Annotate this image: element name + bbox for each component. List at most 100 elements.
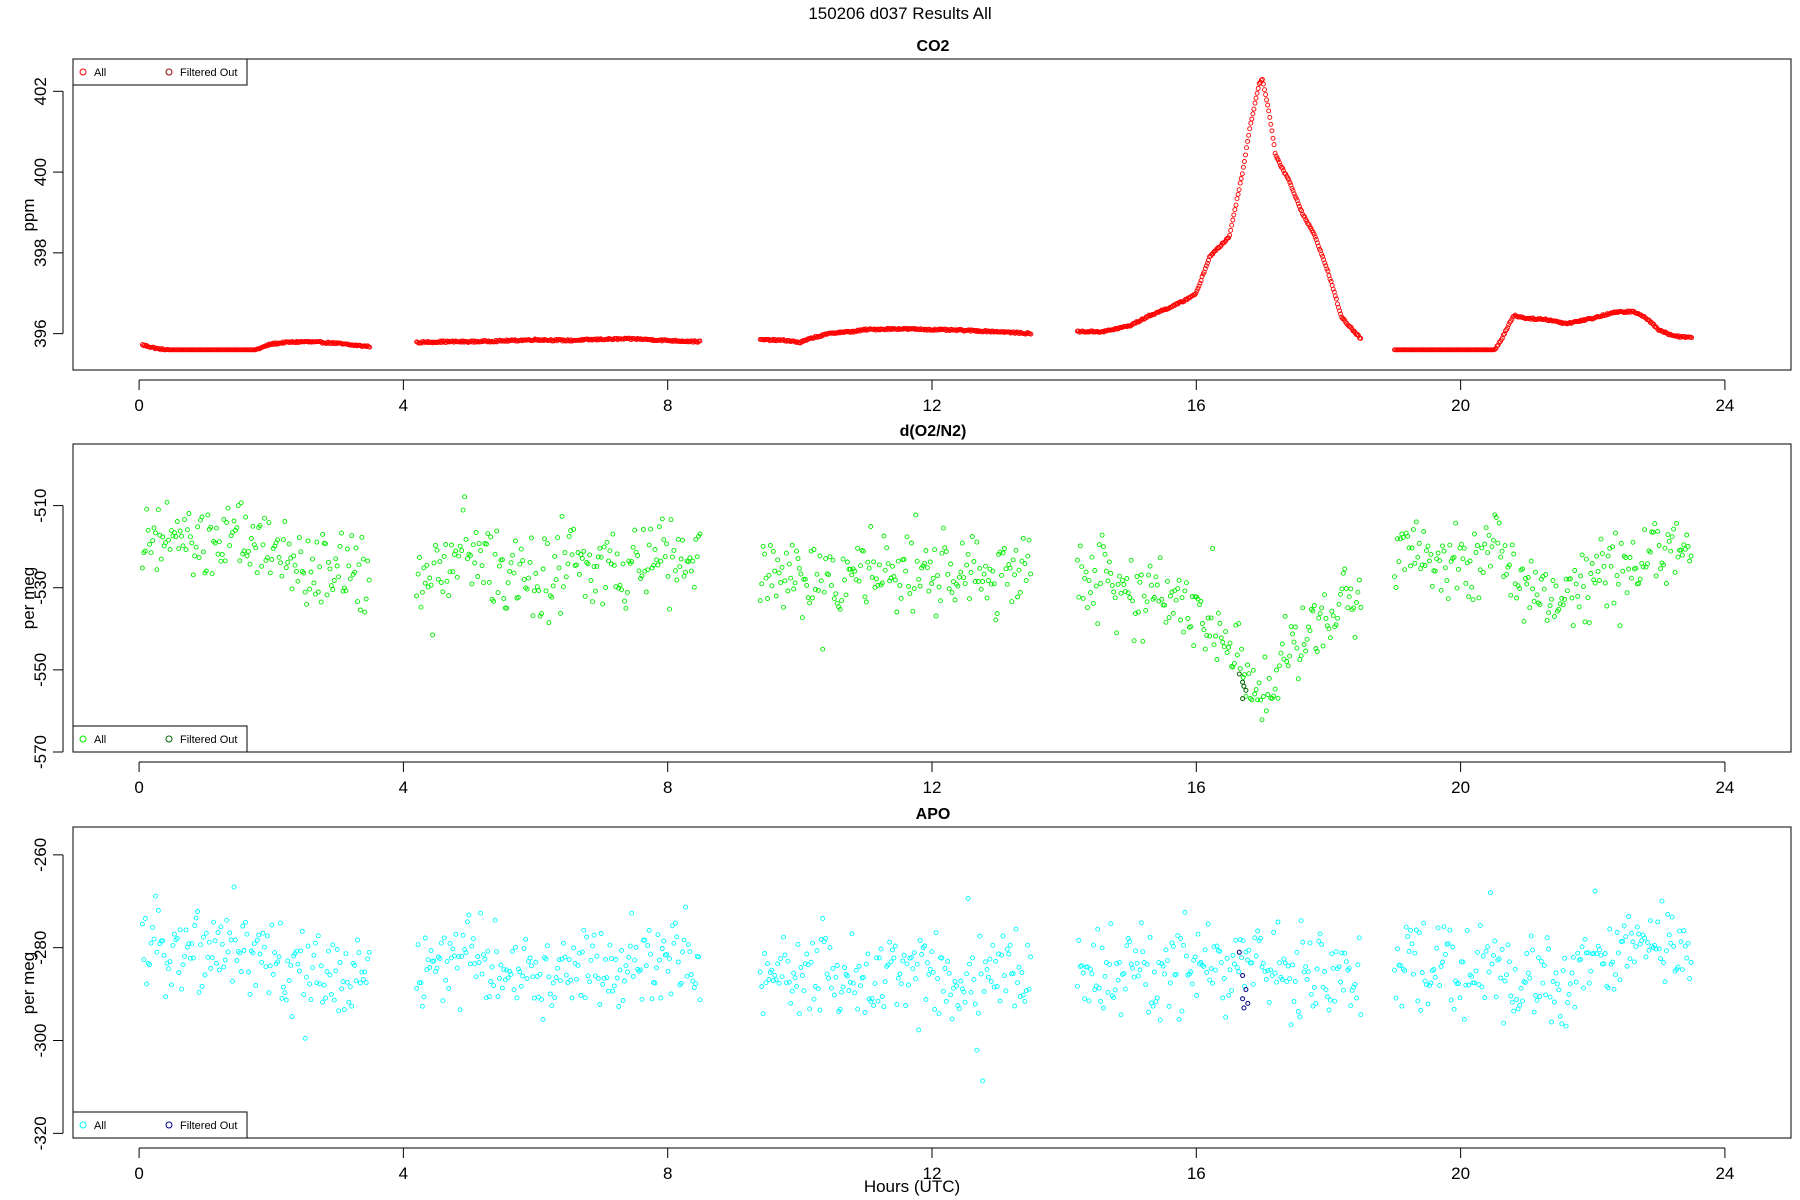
apo-y-tick-label: -280: [31, 931, 50, 965]
apo-all-point: [1307, 940, 1313, 946]
apo-all-point: [1620, 938, 1626, 944]
o2n2-all-point: [1185, 616, 1191, 621]
apo-all-point: [427, 965, 433, 970]
apo-all-point: [926, 971, 932, 977]
o2n2-all-point: [933, 613, 939, 619]
o2n2-all-point: [1679, 552, 1685, 558]
o2n2-all-point: [965, 551, 971, 557]
o2n2-all-point: [597, 545, 603, 551]
apo-all-point: [975, 1010, 981, 1016]
o2n2-all-point: [1394, 536, 1400, 542]
apo-all-point: [1453, 978, 1459, 984]
o2n2-all-point: [914, 558, 920, 564]
apo-all-point: [895, 975, 901, 981]
co2-all-point: [492, 339, 498, 345]
apo-all-point: [1485, 944, 1491, 950]
o2n2-all-point: [1319, 605, 1325, 611]
o2n2-all-point: [903, 568, 909, 574]
o2n2-all-point: [1211, 642, 1217, 648]
o2n2-all-point: [1409, 545, 1415, 551]
o2n2-all-point: [1003, 566, 1009, 572]
o2n2-all-point: [1195, 596, 1201, 602]
co2-all-point: [1245, 138, 1251, 144]
o2n2-all-point: [1504, 571, 1509, 577]
apo-all-point: [1614, 929, 1620, 935]
co2-all-point: [1287, 180, 1293, 186]
o2n2-all-point: [924, 565, 930, 571]
apo-all-point: [1457, 995, 1463, 1001]
apo-all-point: [1074, 983, 1080, 989]
o2n2-all-point: [563, 574, 569, 580]
co2-all-point: [1243, 152, 1248, 158]
o2n2-all-point: [1463, 580, 1469, 586]
apo-all-point: [1466, 982, 1472, 988]
figure-xlabel: Hours (UTC): [864, 1177, 960, 1196]
apo-all-point: [1329, 951, 1335, 957]
o2n2-all-point: [1227, 640, 1233, 646]
apo-all-point: [1562, 955, 1568, 961]
o2n2-all-point: [1393, 585, 1399, 590]
o2n2-all-point: [1358, 605, 1364, 610]
o2n2-all-point: [1010, 557, 1016, 563]
apo-all-point: [565, 980, 571, 985]
apo-all-point: [1156, 960, 1162, 966]
co2-all-point: [440, 339, 446, 345]
o2n2-all-point: [1236, 621, 1242, 627]
co2-legend-label-all: All: [94, 67, 106, 79]
apo-all-point: [1322, 969, 1327, 974]
apo-all-point: [1351, 984, 1357, 990]
co2-all-point: [1268, 121, 1274, 127]
apo-all-point: [1121, 971, 1127, 977]
o2n2-all-point: [929, 581, 935, 586]
o2n2-all-point: [1089, 554, 1095, 560]
o2n2-all-point: [1310, 608, 1316, 614]
co2-all-point: [1495, 342, 1501, 348]
co2-all-point: [943, 328, 949, 334]
apo-all-point: [560, 940, 566, 946]
apo-all-point: [881, 1004, 887, 1010]
o2n2-all-point: [617, 582, 623, 588]
co2-all-point: [975, 328, 981, 334]
o2n2-all-point: [1633, 565, 1639, 571]
o2n2-all-point: [222, 558, 228, 564]
co2-all-point: [1253, 95, 1259, 101]
o2n2-all-point: [763, 575, 769, 581]
o2n2-all-point: [418, 604, 424, 610]
o2n2-all-point: [184, 527, 190, 533]
o2n2-all-point: [1454, 585, 1460, 591]
o2n2-all-point: [419, 589, 425, 595]
apo-all-point: [415, 942, 421, 948]
o2n2-all-point: [488, 534, 494, 540]
o2n2-all-point: [1322, 592, 1327, 598]
apo-all-point: [1428, 980, 1434, 986]
apo-all-point: [1426, 982, 1432, 988]
apo-all-point: [1553, 970, 1559, 976]
o2n2-all-point: [690, 558, 696, 564]
o2n2-all-point: [1316, 615, 1322, 621]
apo-all-point: [887, 939, 893, 945]
o2n2-all-point: [536, 588, 542, 593]
apo-all-point: [514, 995, 520, 1001]
apo-all-point: [1613, 972, 1618, 978]
apo-all-point: [1525, 970, 1531, 976]
apo-all-point: [1504, 972, 1509, 978]
apo-all-point: [949, 1016, 955, 1022]
o2n2-all-point: [1406, 545, 1412, 551]
apo-all-point: [1412, 950, 1418, 956]
o2n2-all-point: [424, 562, 430, 568]
o2n2-all-point: [646, 542, 652, 548]
o2n2-all-point: [1326, 626, 1332, 632]
o2n2-all-point: [1678, 547, 1684, 553]
o2n2-all-point: [264, 555, 270, 561]
o2n2-all-point: [807, 600, 813, 606]
o2n2-all-point: [254, 570, 260, 576]
o2n2-all-point: [1444, 578, 1450, 584]
o2n2-all-point: [936, 584, 942, 590]
apo-panel: APO per meg 0 4 8 12 16 20 24-260-280-300-320 …: [19, 806, 1792, 1183]
o2n2-all-point: [1502, 543, 1508, 549]
apo-all-point: [669, 923, 675, 929]
apo-all-point: [478, 910, 484, 916]
apo-all-point: [463, 950, 469, 956]
apo-all-point: [1669, 914, 1675, 920]
apo-all-point: [606, 988, 611, 994]
